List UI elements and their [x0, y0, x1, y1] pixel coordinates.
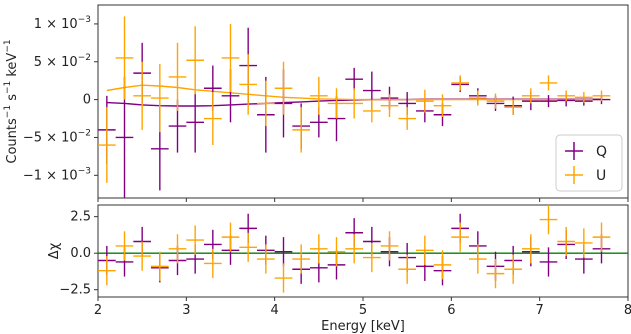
point-u	[522, 234, 540, 264]
point-q	[186, 92, 204, 153]
point-u	[433, 250, 452, 280]
point-u	[327, 237, 346, 267]
point-u	[274, 61, 293, 115]
point-q	[539, 95, 558, 108]
legend-frame	[555, 134, 623, 192]
point-u	[98, 107, 116, 183]
y-tick-label: 0.0	[70, 246, 91, 261]
point-u	[575, 92, 593, 103]
point-u	[451, 75, 469, 91]
legend-label-u: U	[596, 168, 606, 184]
point-u	[239, 54, 257, 115]
point-u	[398, 107, 416, 130]
y-tick-label: 0	[83, 93, 91, 108]
point-u	[345, 88, 363, 119]
point-u	[168, 234, 187, 264]
point-u	[310, 76, 328, 115]
point-u	[486, 93, 505, 109]
axis-labels: Counts−1 s−1 keV−1 Δχ Energy [keV]	[3, 39, 405, 334]
y-tick-label: 5 × 10−2	[34, 53, 91, 70]
point-u	[592, 222, 611, 252]
point-u	[133, 61, 151, 130]
point-u	[204, 248, 222, 279]
x-tick-label: 2	[94, 303, 102, 318]
x-tick-label: 3	[182, 303, 190, 318]
point-u	[380, 231, 399, 261]
point-u	[204, 92, 222, 146]
point-u	[539, 75, 558, 91]
point-u	[151, 64, 169, 133]
point-u	[257, 244, 275, 274]
x-tick-label: 6	[447, 303, 455, 318]
x-tick-label: 4	[271, 303, 279, 318]
point-u	[239, 232, 257, 262]
point-u	[592, 90, 611, 102]
point-u	[186, 225, 204, 255]
point-u	[345, 234, 363, 264]
point-u	[469, 244, 487, 274]
top-panel: 1 × 10−3 5 × 10−2 0 −5 × 10−2 −1 × 10−3 QU	[23, 4, 629, 202]
point-q	[539, 247, 558, 277]
legend: QU	[555, 134, 623, 192]
point-u	[416, 235, 434, 265]
point-u	[557, 226, 575, 257]
point-u	[504, 99, 522, 115]
point-u	[310, 234, 328, 264]
bottom-y-axis-label: Δχ	[47, 242, 62, 259]
x-tick-label: 5	[359, 303, 367, 318]
point-u	[221, 23, 240, 93]
point-u	[292, 244, 310, 274]
point-u	[575, 228, 593, 258]
point-u	[451, 222, 469, 252]
x-tick-label: 7	[536, 303, 544, 318]
y-tick-label: −5 × 10−2	[23, 128, 91, 145]
point-u	[363, 99, 381, 123]
y-tick-label: 2.5	[70, 210, 91, 225]
point-q	[274, 237, 293, 267]
point-u	[363, 242, 381, 273]
point-u	[433, 94, 452, 118]
point-u	[221, 222, 240, 252]
legend-label-q: Q	[596, 144, 607, 160]
point-u	[327, 88, 346, 119]
point-u	[398, 254, 416, 284]
point-u	[469, 90, 487, 106]
point-u	[257, 80, 275, 127]
point-u	[504, 254, 522, 284]
point-u	[292, 107, 310, 153]
point-u	[416, 89, 434, 113]
point-u	[380, 94, 399, 118]
point-u	[115, 231, 134, 261]
point-u	[115, 16, 134, 100]
point-u	[274, 263, 293, 293]
point-u	[186, 26, 204, 95]
y-tick-label: 1 × 10−3	[34, 15, 91, 32]
y-tick-label: −1 × 10−3	[23, 166, 91, 183]
point-u	[168, 42, 187, 111]
top-y-axis-label: Counts−1 s−1 keV−1	[3, 39, 20, 163]
bottom-panel: 2.5 0.0 −2.52 3 4 5 6 7 8	[59, 204, 631, 318]
point-q	[345, 67, 363, 91]
bottom-plot-frame	[97, 204, 629, 298]
point-u	[98, 256, 116, 286]
point-u	[557, 90, 575, 102]
point-u	[539, 205, 558, 235]
point-u	[486, 259, 505, 289]
y-tick-label: −2.5	[59, 283, 91, 298]
x-tick-label: 8	[624, 303, 631, 318]
x-axis-label: Energy [keV]	[321, 319, 405, 334]
point-u	[522, 88, 540, 104]
point-u	[133, 241, 151, 271]
point-u	[151, 251, 169, 281]
